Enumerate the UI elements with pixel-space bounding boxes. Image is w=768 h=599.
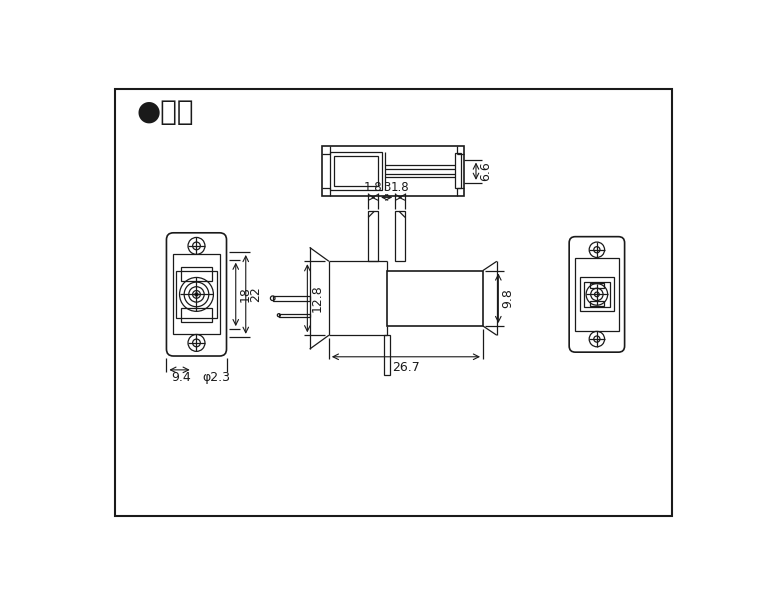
Text: 26.7: 26.7: [392, 361, 420, 374]
Text: 9.4: 9.4: [171, 371, 191, 385]
Text: 22: 22: [249, 286, 262, 302]
Bar: [368, 211, 378, 261]
Bar: [384, 335, 389, 375]
Bar: [322, 146, 465, 196]
Text: 18: 18: [239, 286, 252, 302]
Bar: [273, 296, 310, 301]
Text: 1.8: 1.8: [364, 180, 382, 193]
Text: 3: 3: [383, 180, 390, 193]
Bar: [574, 258, 619, 331]
Text: φ2.3: φ2.3: [203, 371, 230, 385]
Bar: [333, 156, 378, 186]
Bar: [584, 282, 610, 307]
Circle shape: [195, 293, 198, 296]
Bar: [181, 308, 212, 322]
Text: 9.8: 9.8: [502, 288, 515, 308]
Bar: [279, 314, 310, 317]
Bar: [590, 301, 604, 306]
Bar: [396, 211, 406, 261]
Text: 1.8: 1.8: [391, 180, 409, 193]
Text: 6.6: 6.6: [479, 161, 492, 181]
Bar: [181, 267, 212, 280]
Bar: [173, 255, 220, 334]
Bar: [580, 277, 614, 311]
Bar: [177, 271, 217, 317]
Bar: [455, 153, 462, 188]
Bar: [590, 283, 604, 288]
Text: 12.8: 12.8: [310, 285, 323, 312]
FancyBboxPatch shape: [115, 89, 672, 516]
Bar: [386, 271, 483, 326]
Bar: [329, 152, 382, 190]
Text: ●寸法: ●寸法: [137, 98, 194, 126]
